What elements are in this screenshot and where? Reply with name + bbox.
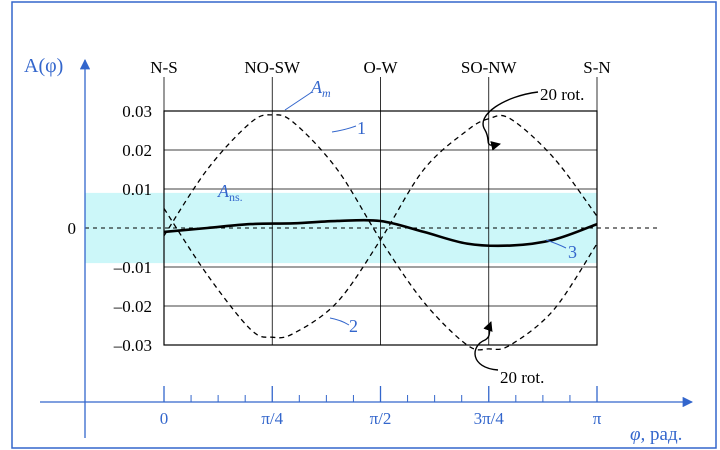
x-tick-label: 3π/4 [474,409,505,428]
x-tick-label: π [593,409,602,428]
x-axis-symbol: φ, [630,424,645,445]
x-tick-label: 0 [160,409,169,428]
y-tick-label: –0.01 [113,258,152,277]
am-label: Am [310,77,331,100]
y-tick-labels: 0.03 0.02 0.01 0 –0.01 –0.02 –0.03 [68,102,153,355]
x-axis-label: φ, рад. [630,424,682,445]
series-1-label: 1 [357,118,366,138]
series-1-leader [331,125,357,133]
series-3-leader [545,239,567,249]
y-axis-label: A(φ) [24,55,63,77]
am-leader-line [284,91,313,111]
x-tick-labels: 0 π/4 π/2 3π/4 π [160,409,602,428]
rot-bottom-label: 20 rot. [500,368,544,387]
direction-label: O-W [364,58,399,77]
direction-label: N-S [150,58,177,77]
series-2-label: 2 [349,316,358,336]
direction-label: S-N [583,58,610,77]
am-label-sub: m [322,86,331,100]
series-3-line [163,218,598,248]
am-label-main: A [310,77,323,97]
outer-frame [11,1,717,449]
direction-label: NO-SW [244,58,301,77]
x-axis-ticks [163,386,598,402]
band-label: Ans. [217,181,243,204]
y-tick-label: 0.03 [122,102,152,121]
rot-top-arrow [482,91,539,151]
y-tick-label: 0.01 [122,180,152,199]
y-tick-label: 0.02 [122,141,152,160]
direction-label: SO-NW [461,58,518,77]
band-label-main: A [217,181,230,201]
y-tick-label: 0 [68,219,77,238]
y-tick-label: –0.02 [113,297,152,316]
x-tick-label: π/2 [370,409,392,428]
rot-bottom-arrow [474,321,499,371]
series-2-leader [329,317,350,326]
band-label-sub: ns. [229,190,243,204]
series-3-label: 3 [568,242,577,262]
x-tick-label: π/4 [261,409,283,428]
rot-top-label: 20 rot. [540,85,584,104]
x-axis-unit: рад. [650,424,682,445]
y-tick-label: –0.03 [113,336,152,355]
direction-labels: N-S NO-SW O-W SO-NW S-N [150,58,610,77]
series-2-line [163,114,598,339]
